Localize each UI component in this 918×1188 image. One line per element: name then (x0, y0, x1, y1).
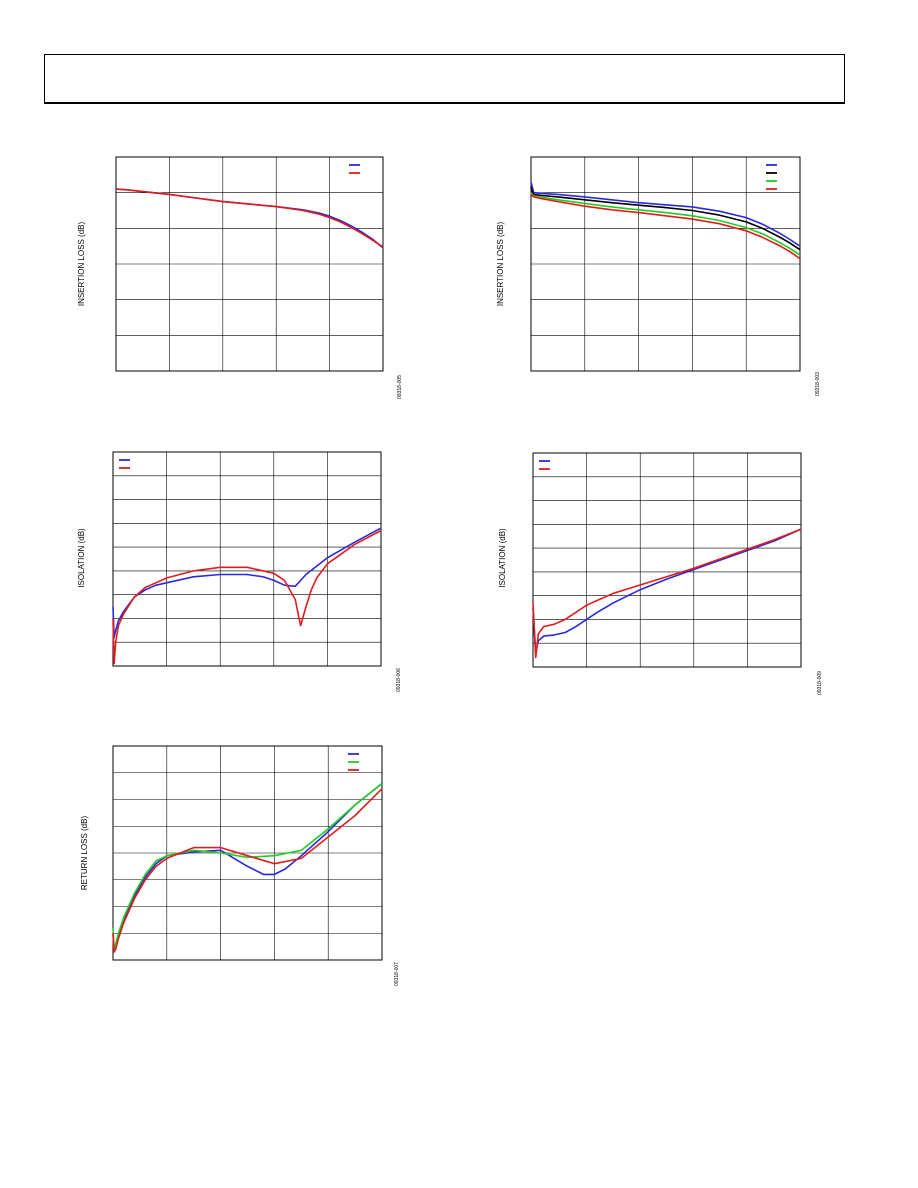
chart1-series (115, 188, 384, 249)
chart5-series-green (112, 782, 383, 951)
chart5-legend (348, 753, 359, 771)
chart4-series (532, 528, 802, 659)
chart2-fig-code: 09318-003 (815, 372, 821, 396)
chart5-series (112, 782, 383, 953)
chart2-series-blue (530, 181, 801, 247)
chart-insertion-loss-1: INSERTION LOSS (dB) 09318-005 (77, 156, 403, 399)
chart4-series-blue (532, 528, 802, 654)
chart4-series-red (532, 528, 802, 659)
chart5-fig-code: 09318-007 (394, 962, 400, 986)
chart5-series-blue (112, 782, 383, 951)
chart1-legend (349, 164, 360, 174)
chart2-series-green (530, 192, 801, 256)
chart4-fig-code: 09318-009 (817, 671, 823, 695)
chart3-legend (114, 453, 162, 475)
chart3-series-red (112, 529, 382, 665)
chart2-series (530, 181, 801, 260)
chart2-legend (766, 164, 777, 190)
chart2-ylabel: INSERTION LOSS (dB) (496, 222, 505, 307)
chart3-frame (112, 451, 382, 667)
chart5-series-red (112, 788, 383, 953)
chart4-ylabel: ISOLATION (dB) (498, 528, 507, 588)
chart-return-loss: RETURN LOSS (dB) 09318-007 (80, 745, 400, 986)
chart4-frame (532, 452, 802, 668)
page-header-box (44, 54, 845, 104)
chart3-fig-code: 09318-006 (396, 668, 402, 692)
chart3-series-blue (112, 527, 382, 639)
chart4-grid (532, 452, 802, 668)
chart1-ylabel: INSERTION LOSS (dB) (77, 222, 86, 307)
chart3-legend-bg (114, 453, 162, 475)
chart1-series-blue (115, 188, 384, 249)
chart3-ylabel: ISOLATION (dB) (77, 528, 86, 588)
chart1-fig-code: 09318-005 (397, 375, 403, 399)
chart4-legend (534, 454, 582, 476)
chart5-ylabel: RETURN LOSS (dB) (80, 816, 89, 891)
chart-isolation-2: ISOLATION (dB) 09318-009 (498, 452, 823, 695)
chart2-grid (530, 156, 801, 372)
chart4-legend-bg (534, 454, 582, 476)
chart2-series-red (530, 193, 801, 260)
chart3-grid (112, 451, 382, 667)
chart1-series-red (115, 188, 384, 248)
chart2-series-black (530, 187, 801, 251)
chart3-series (112, 527, 382, 665)
chart-insertion-loss-2: INSERTION LOSS (dB) 09318-003 (496, 156, 821, 396)
chart1-grid (115, 156, 384, 372)
chart-isolation-1: ISOLATION (dB) 09318-006 (77, 451, 402, 692)
chart5-grid (112, 745, 383, 961)
